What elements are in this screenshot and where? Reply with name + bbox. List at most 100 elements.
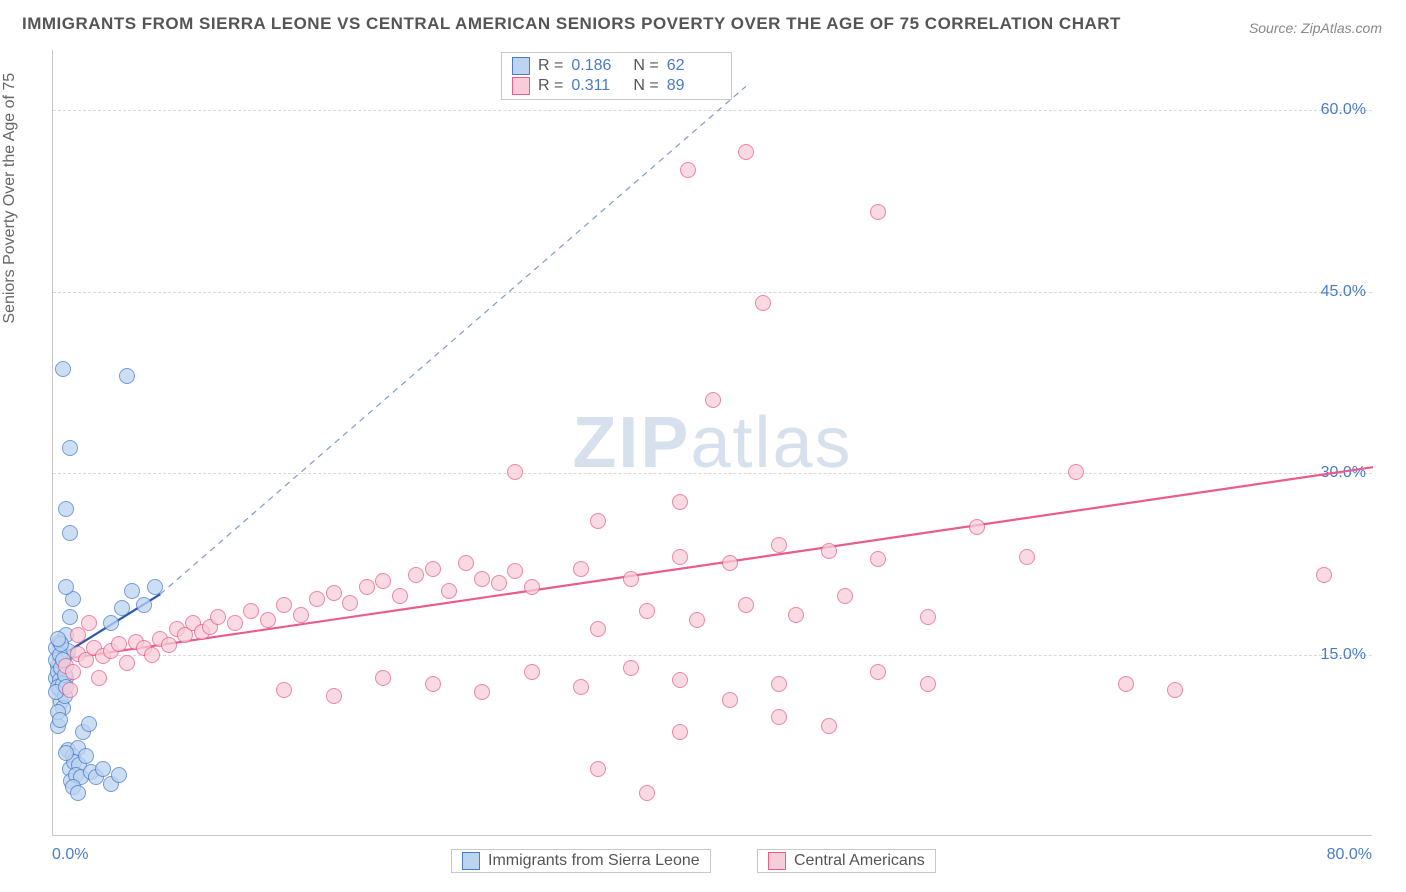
- data-point-central: [81, 615, 97, 631]
- data-point-central: [672, 672, 688, 688]
- data-point-central: [309, 591, 325, 607]
- data-point-central: [672, 494, 688, 510]
- data-point-central: [623, 571, 639, 587]
- n-value-sierra: 62: [667, 57, 721, 75]
- data-point-central: [969, 519, 985, 535]
- trend-extend-sierra: [160, 86, 746, 594]
- data-point-central: [672, 724, 688, 740]
- data-point-central: [639, 603, 655, 619]
- data-point-sierra: [95, 761, 111, 777]
- data-point-sierra: [58, 745, 74, 761]
- legend-swatch-central: [768, 852, 786, 870]
- watermark-atlas: atlas: [690, 403, 852, 483]
- data-point-central: [458, 555, 474, 571]
- data-point-central: [1068, 464, 1084, 480]
- data-point-central: [210, 609, 226, 625]
- data-point-central: [821, 718, 837, 734]
- data-point-central: [375, 670, 391, 686]
- data-point-central: [326, 585, 342, 601]
- data-point-central: [771, 537, 787, 553]
- data-point-central: [408, 567, 424, 583]
- plot-area: ZIPatlas 15.0%30.0%45.0%60.0% R = 0.186 …: [52, 50, 1372, 836]
- data-point-central: [755, 295, 771, 311]
- data-point-central: [260, 612, 276, 628]
- data-point-central: [1316, 567, 1332, 583]
- data-point-central: [573, 561, 589, 577]
- data-point-sierra: [62, 525, 78, 541]
- trend-lines: [53, 50, 1372, 835]
- data-point-central: [1167, 682, 1183, 698]
- legend-swatch-sierra: [462, 852, 480, 870]
- data-point-central: [111, 636, 127, 652]
- data-point-sierra: [62, 609, 78, 625]
- gridline: [53, 110, 1372, 111]
- data-point-central: [507, 464, 523, 480]
- trend-line-central: [53, 467, 1373, 660]
- data-point-central: [870, 664, 886, 680]
- gridline: [53, 473, 1372, 474]
- data-point-central: [738, 597, 754, 613]
- data-point-central: [870, 204, 886, 220]
- legend-central: Central Americans: [757, 849, 936, 873]
- swatch-central: [512, 77, 530, 95]
- data-point-central: [276, 682, 292, 698]
- data-point-central: [119, 655, 135, 671]
- data-point-central: [680, 162, 696, 178]
- n-label-central: N =: [633, 77, 658, 95]
- data-point-central: [392, 588, 408, 604]
- y-tick-label: 60.0%: [1321, 101, 1366, 119]
- data-point-central: [689, 612, 705, 628]
- data-point-sierra: [78, 748, 94, 764]
- data-point-central: [91, 670, 107, 686]
- data-point-central: [144, 647, 160, 663]
- data-point-central: [870, 551, 886, 567]
- source-credit: Source: ZipAtlas.com: [1249, 20, 1382, 36]
- data-point-central: [639, 785, 655, 801]
- data-point-central: [507, 563, 523, 579]
- data-point-central: [1118, 676, 1134, 692]
- data-point-sierra: [58, 579, 74, 595]
- stats-row-sierra: R = 0.186 N = 62: [512, 57, 721, 75]
- data-point-sierra: [70, 785, 86, 801]
- chart-title: IMMIGRANTS FROM SIERRA LEONE VS CENTRAL …: [22, 14, 1121, 34]
- y-tick-label: 15.0%: [1321, 646, 1366, 664]
- data-point-central: [705, 392, 721, 408]
- data-point-central: [524, 664, 540, 680]
- data-point-central: [920, 609, 936, 625]
- data-point-sierra: [81, 716, 97, 732]
- data-point-sierra: [147, 579, 163, 595]
- data-point-central: [474, 684, 490, 700]
- n-value-central: 89: [667, 77, 721, 95]
- data-point-central: [920, 676, 936, 692]
- data-point-central: [771, 709, 787, 725]
- y-axis-label: Seniors Poverty Over the Age of 75: [1, 73, 19, 324]
- x-min-label: 0.0%: [52, 846, 88, 864]
- data-point-sierra: [111, 767, 127, 783]
- data-point-sierra: [136, 597, 152, 613]
- data-point-central: [359, 579, 375, 595]
- n-label-sierra: N =: [633, 57, 658, 75]
- gridline: [53, 292, 1372, 293]
- data-point-sierra: [58, 501, 74, 517]
- r-label-sierra: R =: [538, 57, 563, 75]
- data-point-sierra: [52, 712, 68, 728]
- data-point-central: [491, 575, 507, 591]
- legend-label-central: Central Americans: [794, 852, 925, 870]
- data-point-central: [441, 583, 457, 599]
- data-point-sierra: [119, 368, 135, 384]
- data-point-central: [788, 607, 804, 623]
- watermark-zip: ZIP: [572, 403, 690, 483]
- data-point-central: [65, 664, 81, 680]
- data-point-central: [738, 144, 754, 160]
- data-point-central: [227, 615, 243, 631]
- data-point-central: [524, 579, 540, 595]
- data-point-sierra: [55, 361, 71, 377]
- x-max-label: 80.0%: [1327, 846, 1372, 864]
- legend-label-sierra: Immigrants from Sierra Leone: [488, 852, 700, 870]
- data-point-central: [1019, 549, 1035, 565]
- r-value-central: 0.311: [571, 77, 625, 95]
- data-point-central: [70, 627, 86, 643]
- data-point-central: [375, 573, 391, 589]
- y-tick-label: 30.0%: [1321, 464, 1366, 482]
- r-label-central: R =: [538, 77, 563, 95]
